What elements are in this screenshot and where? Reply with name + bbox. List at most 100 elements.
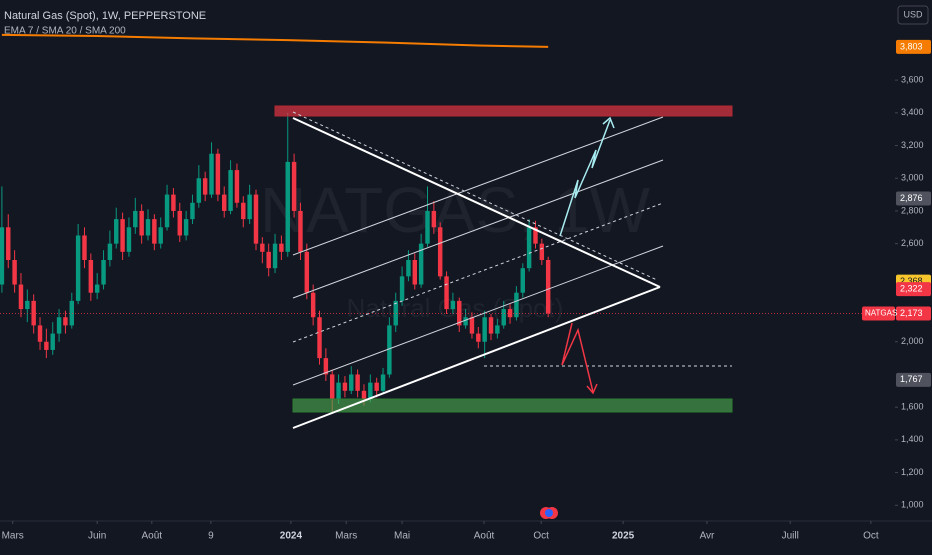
y-tick-label: 1,600 bbox=[901, 402, 924, 412]
currency: USD bbox=[903, 9, 923, 19]
triangle-bottom bbox=[292, 286, 661, 429]
channel-line bbox=[292, 245, 664, 386]
trend-line bbox=[292, 111, 658, 281]
indicator-legend: EMA 7 / SMA 20 / SMA 200 bbox=[4, 26, 126, 37]
price-label: 2,322 bbox=[900, 283, 923, 293]
candle-body bbox=[412, 260, 418, 285]
candle-body bbox=[183, 219, 189, 236]
candle-body bbox=[304, 251, 310, 293]
candle-body bbox=[291, 161, 297, 211]
candle-body bbox=[380, 374, 386, 391]
candle-body bbox=[266, 251, 271, 269]
candle-body bbox=[69, 300, 75, 326]
candle-body bbox=[317, 317, 322, 359]
x-tick-label: Mars bbox=[335, 531, 357, 542]
candle-body bbox=[196, 178, 202, 203]
candle-body bbox=[228, 170, 233, 211]
price-label-box bbox=[896, 282, 931, 297]
y-tick-label: 1,000 bbox=[901, 500, 924, 510]
candle-body bbox=[279, 243, 284, 252]
price-label: 2,173 bbox=[900, 308, 923, 318]
candle-body bbox=[114, 219, 119, 244]
price-label-box bbox=[896, 372, 931, 387]
x-tick-label: Avr bbox=[700, 531, 715, 542]
y-tick-label: 2,800 bbox=[901, 205, 924, 215]
candle-body bbox=[202, 178, 208, 195]
candle-body bbox=[164, 194, 170, 228]
price-label-box bbox=[896, 191, 931, 206]
candle-body bbox=[501, 309, 506, 326]
candle-body bbox=[437, 227, 443, 277]
candle-body bbox=[298, 210, 303, 252]
x-tick-label: 9 bbox=[208, 531, 214, 542]
price-label-box bbox=[896, 306, 931, 321]
candle-body bbox=[463, 317, 468, 326]
candle-body bbox=[75, 235, 81, 301]
candle-body bbox=[469, 317, 475, 334]
candle-body bbox=[94, 284, 100, 293]
candle-body bbox=[82, 235, 87, 260]
event-icon[interactable] bbox=[545, 509, 553, 517]
candle-body bbox=[222, 194, 227, 211]
candle-body bbox=[368, 382, 373, 399]
candle-body bbox=[272, 243, 278, 269]
bull-arrow bbox=[559, 119, 611, 237]
drawings bbox=[274, 105, 733, 519]
candle-body bbox=[418, 243, 424, 285]
x-tick-label: Mars bbox=[2, 531, 24, 542]
sma-line bbox=[1, 33, 549, 48]
channel-line bbox=[292, 116, 664, 256]
candle-body bbox=[209, 153, 214, 195]
y-tick-label: 2,000 bbox=[901, 336, 924, 346]
y-tick-label: 1,400 bbox=[901, 434, 924, 444]
symbol-title: Natural Gas (Spot), 1W, PEPPERSTONE bbox=[4, 10, 206, 22]
symbol-tag-box bbox=[862, 306, 895, 321]
symbol-tag: NATGAS bbox=[865, 309, 897, 318]
candle-body bbox=[514, 292, 519, 318]
y-tick-label: 2,600 bbox=[901, 238, 924, 248]
y-tick-label: 1,200 bbox=[901, 467, 924, 477]
candle-body bbox=[44, 341, 49, 350]
x-tick-label: Juill bbox=[782, 531, 799, 542]
candle-body bbox=[495, 325, 500, 334]
arrow-head bbox=[586, 383, 598, 395]
candle-body bbox=[12, 260, 17, 285]
candle-body bbox=[488, 317, 494, 334]
candle-body bbox=[107, 243, 113, 260]
candle-body bbox=[50, 333, 55, 350]
candle-body bbox=[18, 284, 24, 310]
candle-body bbox=[342, 382, 348, 391]
candle-body bbox=[539, 243, 545, 260]
price-label: 2,368 bbox=[900, 276, 923, 286]
x-tick-label: Juin bbox=[88, 531, 106, 542]
x-tick-label: Oct bbox=[533, 531, 549, 542]
candle-body bbox=[158, 227, 163, 244]
candle-body bbox=[241, 202, 246, 220]
y-tick-label: 3,000 bbox=[901, 173, 924, 183]
x-tick-label: Oct bbox=[863, 531, 879, 542]
candle-body bbox=[526, 227, 532, 269]
y-tick-label: 3,200 bbox=[901, 140, 924, 150]
candle-body bbox=[393, 300, 398, 326]
candle-body bbox=[323, 358, 329, 375]
candle-body bbox=[545, 260, 551, 314]
triangle-top bbox=[292, 117, 661, 288]
candle-body bbox=[139, 210, 144, 236]
candle-body bbox=[101, 260, 106, 285]
candle-body bbox=[0, 227, 5, 285]
currency-button[interactable] bbox=[897, 5, 929, 25]
candle-body bbox=[310, 292, 316, 318]
x-tick-label: 2024 bbox=[280, 531, 303, 542]
candle-body bbox=[476, 333, 481, 342]
x-tick-label: Août bbox=[142, 531, 163, 542]
candle-body bbox=[88, 260, 94, 293]
candle-body bbox=[152, 219, 157, 244]
candle-body bbox=[145, 219, 151, 236]
bear-arrow bbox=[561, 322, 594, 393]
candle-body bbox=[533, 227, 538, 244]
candle-body bbox=[133, 210, 138, 228]
candle-body bbox=[349, 374, 354, 391]
